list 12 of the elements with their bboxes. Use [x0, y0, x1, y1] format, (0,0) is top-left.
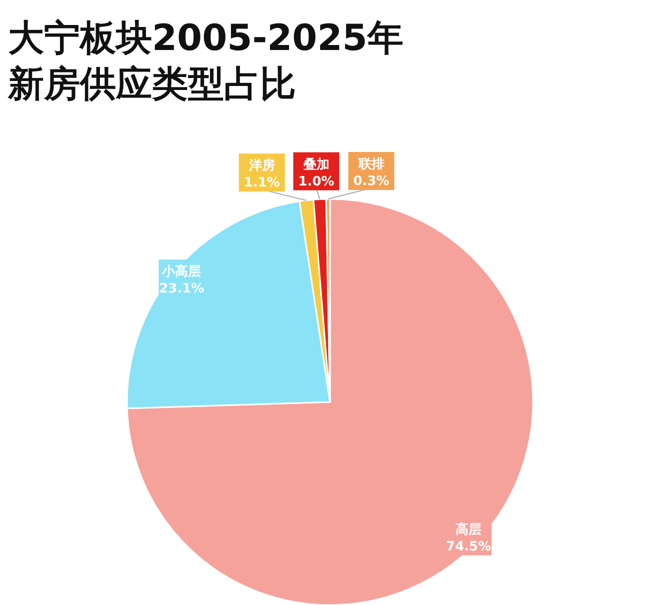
- data-label: 1.0%: [298, 174, 334, 190]
- slice-label: 洋房: [248, 158, 275, 174]
- data-label: 23.1%: [159, 282, 204, 297]
- data-label: 74.5%: [446, 539, 492, 554]
- data-label: 0.3%: [353, 174, 390, 190]
- slice-label: 叠加: [302, 157, 330, 172]
- slice-label: 联排: [357, 157, 384, 172]
- chart-title: 大宁板块2005-2025年: [8, 18, 404, 59]
- data-label: 1.1%: [244, 176, 280, 191]
- slice-label: 高层: [456, 521, 482, 538]
- slice-label: 小高层: [161, 264, 202, 280]
- chart-subtitle: 新房供应类型占比: [7, 64, 296, 105]
